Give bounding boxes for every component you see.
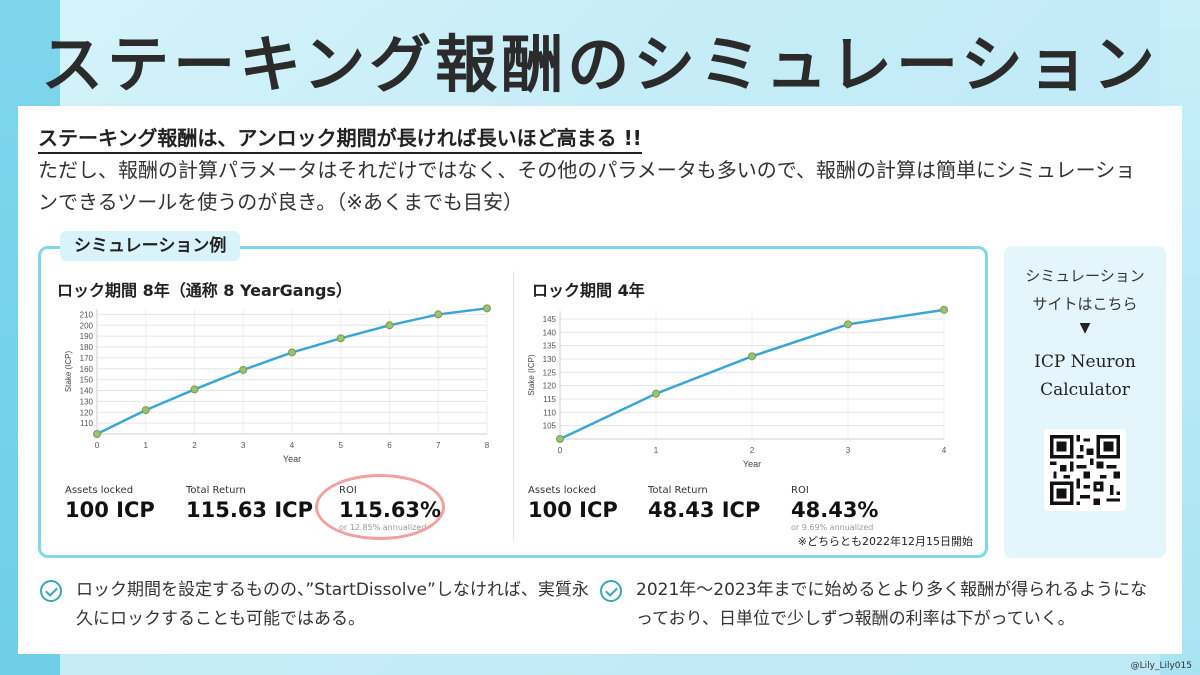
y-tick-label: 170 <box>80 354 94 363</box>
data-point <box>93 430 101 438</box>
side-line-1: シミュレーション <box>1025 267 1145 285</box>
simulation-box: ロック期間 8年（通称 8 YearGangs） 110 120 130 140 150… <box>38 246 988 558</box>
x-tick-label: 2 <box>750 446 755 455</box>
data-point <box>434 310 443 319</box>
author-handle: @Lily_Lily015 <box>1130 661 1192 671</box>
assets-value: 100 ICP <box>528 498 618 522</box>
roi-label: ROI <box>791 485 809 496</box>
y-tick-label: 105 <box>543 422 557 431</box>
assets-label: Assets locked <box>65 485 134 496</box>
assets-locked-8-year: Assets locked 100 ICP <box>65 485 155 522</box>
return-value: 48.43 ICP <box>648 498 761 522</box>
down-arrow-icon: ▼ <box>1079 320 1091 336</box>
x-tick-label: 4 <box>290 441 295 450</box>
panel-title-4-year: ロック期間 4年 <box>532 281 645 300</box>
y-tick-label: 140 <box>80 387 94 396</box>
data-point <box>556 435 564 443</box>
x-tick-label: 0 <box>558 446 563 455</box>
panel-divider <box>513 271 514 541</box>
x-tick-label: 3 <box>241 441 246 450</box>
calculator-name-1: ICP Neuron <box>1034 352 1136 372</box>
check-circle-icon <box>40 580 62 602</box>
bullet-right: 2021年〜2023年までに始めるとより多く報酬が得られるようになっており、日単… <box>600 576 1160 634</box>
x-tick-label: 8 <box>485 441 490 450</box>
y-tick-label: 140 <box>543 328 557 337</box>
x-tick-label: 3 <box>846 446 851 455</box>
intro-body: ただし、報酬の計算パラメータはそれだけではなく、その他のパラメータも多いので、報… <box>38 158 1136 214</box>
data-point <box>336 334 345 343</box>
bullet-left: ロック期間を設定するものの、”StartDissolve”しなければ、実質永久に… <box>40 576 600 634</box>
y-tick-label: 150 <box>80 376 94 385</box>
y-tick-label: 125 <box>543 368 557 377</box>
data-point <box>141 406 150 415</box>
data-point <box>748 352 756 361</box>
roi-annualized: or 9.69% annualized <box>791 523 874 532</box>
data-point <box>844 320 852 329</box>
return-label: Total Return <box>186 485 246 496</box>
bullet-right-text: 2021年〜2023年までに始めるとより多く報酬が得られるようになっており、日単… <box>636 580 1148 629</box>
check-circle-icon <box>600 580 622 602</box>
panel-4-year: ロック期間 4年 105 110 115 120 125 130 135 140 145 0 1 2 3… <box>516 249 986 555</box>
y-tick-label: 145 <box>543 315 557 324</box>
intro-heading: ステーキング報酬は、アンロック期間が長ければ長いほど高まる !! <box>38 122 642 154</box>
assets-locked-4-year: Assets locked 100 ICP <box>528 485 618 522</box>
calculator-name: ICP Neuron Calculator <box>1004 348 1166 404</box>
panel-title-8-year: ロック期間 8年（通称 8 YearGangs） <box>57 281 352 300</box>
assets-value: 100 ICP <box>65 498 155 522</box>
x-axis-label: Year <box>743 459 761 469</box>
y-tick-label: 120 <box>543 382 557 391</box>
assets-label: Assets locked <box>528 485 597 496</box>
data-point <box>940 305 948 314</box>
y-tick-label: 160 <box>80 365 94 374</box>
y-tick-label: 190 <box>80 332 94 341</box>
qr-code-icon[interactable] <box>1044 429 1126 511</box>
total-return-4-year: Total Return 48.43 ICP <box>648 485 760 522</box>
y-tick-label: 130 <box>80 397 94 406</box>
x-tick-label: 5 <box>339 441 344 450</box>
x-tick-label: 1 <box>654 446 659 455</box>
page-title: ステーキング報酬のシミュレーション <box>41 28 1159 101</box>
x-tick-label: 2 <box>192 441 197 450</box>
roi-highlight-ring <box>315 474 445 540</box>
return-label: Total Return <box>648 485 708 496</box>
simulation-tag: シミュレーション例 <box>60 231 241 261</box>
y-tick-label: 180 <box>80 343 94 352</box>
y-tick-label: 130 <box>543 355 557 364</box>
x-tick-label: 4 <box>942 446 947 455</box>
y-tick-label: 110 <box>80 419 93 428</box>
data-point <box>652 389 660 398</box>
data-point <box>190 385 199 394</box>
y-tick-label: 210 <box>80 310 94 319</box>
y-tick-label: 120 <box>80 408 94 417</box>
calculator-name-2: Calculator <box>1040 380 1130 400</box>
data-point <box>288 348 296 357</box>
data-point <box>385 321 394 330</box>
roi-value: 48.43% <box>791 498 879 522</box>
content-card: ステーキング報酬は、アンロック期間が長ければ長いほど高まる !! ただし、報酬の… <box>18 106 1182 654</box>
y-tick-label: 110 <box>543 408 556 417</box>
side-caption: シミュレーション サイトはこちら <box>1004 262 1166 318</box>
x-axis-label: Year <box>283 454 301 464</box>
roi-4-year: ROI 48.43% or 9.69% annualized <box>791 485 878 532</box>
data-point <box>483 304 491 313</box>
y-axis-label: Stake (ICP) <box>527 354 536 396</box>
y-tick-label: 135 <box>543 342 557 351</box>
side-line-2: サイトはこちら <box>1032 295 1138 313</box>
x-tick-label: 6 <box>387 441 392 450</box>
total-return-8-year: Total Return 115.63 ICP <box>186 485 313 522</box>
x-tick-label: 7 <box>436 441 441 450</box>
y-tick-label: 200 <box>80 321 94 330</box>
start-date-note: ※どちらとも2022年12月15日開始 <box>797 535 973 548</box>
y-tick-label: 115 <box>543 395 556 404</box>
bullet-left-text: ロック期間を設定するものの、”StartDissolve”しなければ、実質永久に… <box>76 580 589 629</box>
x-tick-label: 0 <box>95 441 100 450</box>
calculator-link-box[interactable]: シミュレーション サイトはこちら ▼ ICP Neuron Calculator <box>1004 246 1166 558</box>
panel-8-year: ロック期間 8年（通称 8 YearGangs） 110 120 130 140 150… <box>41 249 511 555</box>
y-axis-label: Stake (ICP) <box>64 350 73 392</box>
data-point <box>239 365 248 374</box>
return-value: 115.63 ICP <box>186 498 313 522</box>
chart-4-year: 105 110 115 120 125 130 135 140 145 0 1 2 3 4 Year Stak… <box>527 305 948 469</box>
x-tick-label: 1 <box>144 441 149 450</box>
